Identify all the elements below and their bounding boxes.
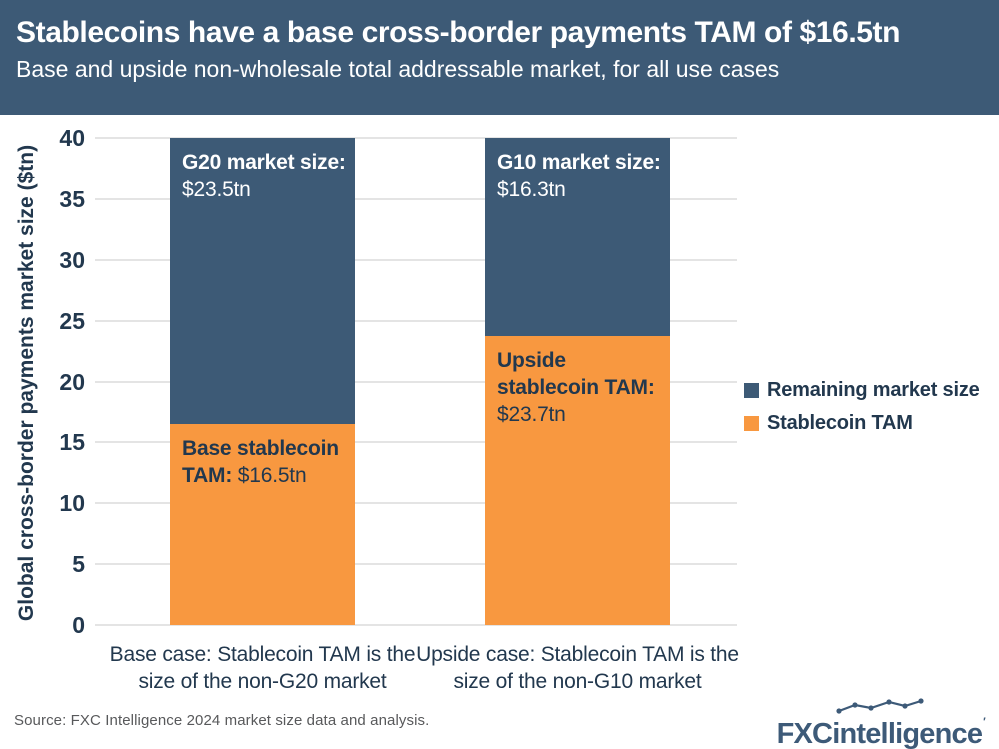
gridline-25	[95, 319, 737, 322]
logo-trademark: ′	[983, 716, 986, 728]
gridline-0	[95, 624, 737, 626]
bar-segment-remaining-market-size-cat0	[170, 138, 355, 425]
gridline-30	[95, 258, 737, 261]
legend-item-stablecoin-tam: Stablecoin TAM	[744, 411, 913, 435]
y-tick-label-0: 0	[72, 612, 85, 638]
x-axis-label-cat1: Upside case: Stablecoin TAM is the size …	[416, 643, 739, 693]
chart-subtitle: Base and upside non-wholesale total addr…	[16, 56, 780, 82]
bar-annotation-cat1-series1: G10 market size: $16.3tn	[497, 151, 661, 201]
gridline-35	[95, 197, 737, 200]
logo-text-intelligence: intelligence	[832, 718, 983, 749]
y-tick-label-5: 5	[72, 551, 85, 578]
legend-swatch-icon	[744, 382, 759, 398]
bar-annotation-cat1-series0: Upside stablecoin TAM: $23.7tn	[497, 349, 655, 427]
logo-text-fxc: FXC	[776, 718, 833, 749]
bar-annotation-cat0-series0: Base stablecoin TAM: $16.5tn	[182, 437, 339, 488]
legend-swatch-icon	[744, 415, 759, 431]
bar-segment-stablecoin-tam-cat1	[485, 336, 670, 625]
chart-title: Stablecoins have a base cross-border pay…	[16, 16, 901, 49]
y-tick-label-10: 10	[59, 490, 85, 517]
y-tick-label-20: 20	[59, 368, 85, 395]
logo-squiggle-icon	[835, 698, 924, 714]
y-tick-label-25: 25	[59, 307, 85, 334]
y-tick-label-40: 40	[59, 125, 85, 151]
legend-item-remaining-market-size: Remaining market size	[744, 378, 980, 402]
legend-label: Remaining market size	[767, 378, 980, 401]
y-tick-label-30: 30	[59, 246, 85, 273]
x-axis-label-cat0: Base case: Stablecoin TAM is the size of…	[109, 643, 416, 693]
gridline-20	[95, 380, 737, 383]
bar-segment-stablecoin-tam-cat0	[170, 424, 355, 625]
gridline-5	[95, 563, 737, 566]
source-note: Source: FXC Intelligence 2024 market siz…	[14, 712, 430, 729]
fxc-intelligence-logo: FXCintelligence′	[777, 698, 986, 749]
y-tick-label-15: 15	[59, 429, 85, 456]
gridline-15	[95, 441, 737, 444]
header: Stablecoins have a base cross-border pay…	[0, 0, 999, 115]
gridline-10	[95, 502, 737, 505]
bar-segment-remaining-market-size-cat1	[485, 138, 670, 337]
y-tick-label-35: 35	[59, 185, 85, 212]
legend-label: Stablecoin TAM	[767, 411, 913, 434]
gridline-40	[95, 137, 737, 139]
bar-annotation-cat0-series1: G20 market size: $23.5tn	[182, 151, 346, 201]
